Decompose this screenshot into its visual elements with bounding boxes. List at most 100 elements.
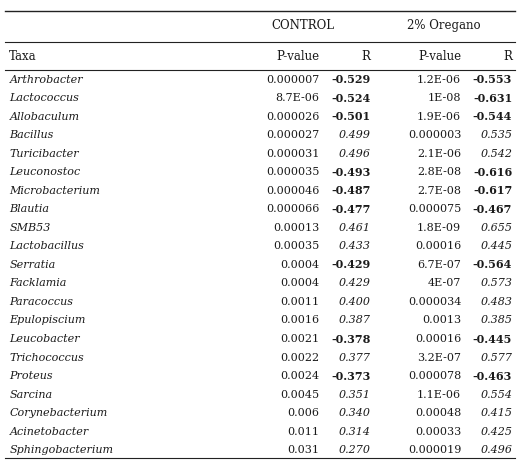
Text: 0.655: 0.655 [480,222,512,232]
Text: 0.461: 0.461 [339,222,371,232]
Text: 0.433: 0.433 [339,241,371,251]
Text: 0.0022: 0.0022 [281,352,320,362]
Text: -0.378: -0.378 [331,333,371,344]
Text: 0.0004: 0.0004 [281,259,320,269]
Text: P-value: P-value [277,50,320,63]
Text: 0.387: 0.387 [339,315,371,325]
Text: Lactococcus: Lactococcus [9,93,79,103]
Text: -0.477: -0.477 [331,203,371,214]
Text: Taxa: Taxa [9,50,37,63]
Text: 1.1E-06: 1.1E-06 [417,389,461,399]
Text: 0.0004: 0.0004 [281,278,320,288]
Text: Facklamia: Facklamia [9,278,67,288]
Text: -0.501: -0.501 [332,111,371,122]
Text: 0.425: 0.425 [480,425,512,436]
Text: 0.429: 0.429 [339,278,371,288]
Text: 0.573: 0.573 [480,278,512,288]
Text: Blautia: Blautia [9,204,49,214]
Text: Bacillus: Bacillus [9,130,54,140]
Text: SMB53: SMB53 [9,222,51,232]
Text: 0.554: 0.554 [480,389,512,399]
Text: Paracoccus: Paracoccus [9,296,73,307]
Text: -0.544: -0.544 [473,111,512,122]
Text: 2.7E-08: 2.7E-08 [417,186,461,195]
Text: R: R [362,50,371,63]
Text: 0.0013: 0.0013 [422,315,461,325]
Text: 2.1E-06: 2.1E-06 [417,149,461,158]
Text: 0.415: 0.415 [480,407,512,417]
Text: 0.496: 0.496 [339,149,371,158]
Text: 0.000075: 0.000075 [408,204,461,214]
Text: -0.616: -0.616 [473,167,512,177]
Text: Serratia: Serratia [9,259,56,269]
Text: Proteus: Proteus [9,370,53,380]
Text: 0.000034: 0.000034 [408,296,461,307]
Text: 0.535: 0.535 [480,130,512,140]
Text: 1.8E-09: 1.8E-09 [417,222,461,232]
Text: 1E-08: 1E-08 [428,93,461,103]
Text: 0.000031: 0.000031 [266,149,320,158]
Text: 0.340: 0.340 [339,407,371,417]
Text: -0.429: -0.429 [331,259,371,270]
Text: 0.000019: 0.000019 [408,444,461,454]
Text: 0.385: 0.385 [480,315,512,325]
Text: 0.000078: 0.000078 [408,370,461,380]
Text: 0.00048: 0.00048 [415,407,461,417]
Text: 0.000026: 0.000026 [266,112,320,122]
Text: 0.000007: 0.000007 [266,75,320,85]
Text: -0.564: -0.564 [473,259,512,270]
Text: 0.496: 0.496 [480,444,512,454]
Text: -0.529: -0.529 [331,74,371,85]
Text: 3.2E-07: 3.2E-07 [417,352,461,362]
Text: 0.351: 0.351 [339,389,371,399]
Text: 0.445: 0.445 [480,241,512,251]
Text: Leuconostoc: Leuconostoc [9,167,81,177]
Text: 0.031: 0.031 [288,444,320,454]
Text: 0.000003: 0.000003 [408,130,461,140]
Text: 0.006: 0.006 [288,407,320,417]
Text: 0.377: 0.377 [339,352,371,362]
Text: 2% Oregano: 2% Oregano [407,19,481,32]
Text: 0.000035: 0.000035 [266,167,320,177]
Text: Epulopiscium: Epulopiscium [9,315,86,325]
Text: 4E-07: 4E-07 [428,278,461,288]
Text: Turicibacter: Turicibacter [9,149,79,158]
Text: 1.9E-06: 1.9E-06 [417,112,461,122]
Text: 0.00016: 0.00016 [415,333,461,343]
Text: 1.2E-06: 1.2E-06 [417,75,461,85]
Text: -0.487: -0.487 [331,185,371,196]
Text: 0.499: 0.499 [339,130,371,140]
Text: -0.524: -0.524 [331,93,371,104]
Text: Allobaculum: Allobaculum [9,112,80,122]
Text: 0.483: 0.483 [480,296,512,307]
Text: 0.270: 0.270 [339,444,371,454]
Text: Corynebacterium: Corynebacterium [9,407,108,417]
Text: 0.542: 0.542 [480,149,512,158]
Text: -0.445: -0.445 [473,333,512,344]
Text: 0.0016: 0.0016 [281,315,320,325]
Text: Sphingobacterium: Sphingobacterium [9,444,113,454]
Text: 0.0045: 0.0045 [281,389,320,399]
Text: -0.467: -0.467 [473,203,512,214]
Text: 8.7E-06: 8.7E-06 [276,93,320,103]
Text: -0.631: -0.631 [473,93,512,104]
Text: 0.314: 0.314 [339,425,371,436]
Text: 0.00035: 0.00035 [274,241,320,251]
Text: -0.617: -0.617 [473,185,512,196]
Text: -0.553: -0.553 [473,74,512,85]
Text: -0.493: -0.493 [331,167,371,177]
Text: 0.00016: 0.00016 [415,241,461,251]
Text: 0.000046: 0.000046 [266,186,320,195]
Text: Acinetobacter: Acinetobacter [9,425,88,436]
Text: Trichococcus: Trichococcus [9,352,84,362]
Text: Microbacterium: Microbacterium [9,186,100,195]
Text: 2.8E-08: 2.8E-08 [417,167,461,177]
Text: 0.00033: 0.00033 [415,425,461,436]
Text: Sarcina: Sarcina [9,389,53,399]
Text: 0.000027: 0.000027 [266,130,320,140]
Text: -0.373: -0.373 [331,370,371,381]
Text: 0.011: 0.011 [288,425,320,436]
Text: 0.400: 0.400 [339,296,371,307]
Text: -0.463: -0.463 [473,370,512,381]
Text: Arthrobacter: Arthrobacter [9,75,83,85]
